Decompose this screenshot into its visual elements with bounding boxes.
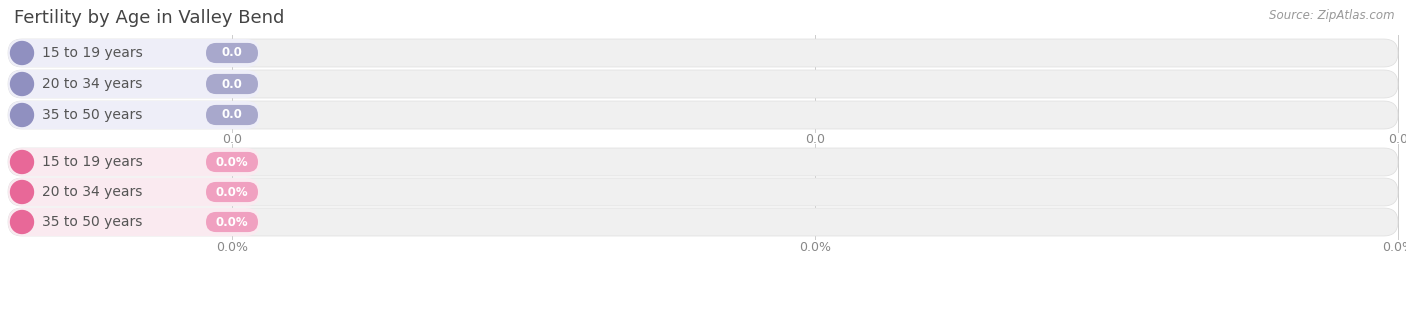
Text: 0.0%: 0.0% <box>1382 241 1406 254</box>
Text: 0.0: 0.0 <box>806 133 825 146</box>
Text: Fertility by Age in Valley Bend: Fertility by Age in Valley Bend <box>14 9 284 27</box>
Text: 35 to 50 years: 35 to 50 years <box>42 215 142 229</box>
FancyBboxPatch shape <box>8 70 260 98</box>
Circle shape <box>10 41 34 65</box>
Circle shape <box>10 104 34 126</box>
FancyBboxPatch shape <box>8 39 1398 67</box>
Text: 15 to 19 years: 15 to 19 years <box>42 46 143 60</box>
Text: 0.0: 0.0 <box>222 109 242 121</box>
Text: Source: ZipAtlas.com: Source: ZipAtlas.com <box>1270 9 1395 22</box>
FancyBboxPatch shape <box>207 182 257 202</box>
Text: 0.0: 0.0 <box>222 77 242 90</box>
FancyBboxPatch shape <box>8 101 260 129</box>
Text: 35 to 50 years: 35 to 50 years <box>42 108 142 122</box>
FancyBboxPatch shape <box>207 152 257 172</box>
FancyBboxPatch shape <box>8 178 1398 206</box>
Text: 0.0%: 0.0% <box>215 156 249 168</box>
Text: 0.0: 0.0 <box>222 46 242 60</box>
FancyBboxPatch shape <box>207 43 257 63</box>
Text: 0.0%: 0.0% <box>215 185 249 199</box>
Circle shape <box>10 180 34 204</box>
FancyBboxPatch shape <box>207 212 257 232</box>
FancyBboxPatch shape <box>8 148 1398 176</box>
Text: 0.0: 0.0 <box>1388 133 1406 146</box>
FancyBboxPatch shape <box>8 101 1398 129</box>
Circle shape <box>10 151 34 173</box>
Text: 0.0%: 0.0% <box>215 215 249 228</box>
FancyBboxPatch shape <box>8 148 260 176</box>
Text: 0.0%: 0.0% <box>799 241 831 254</box>
FancyBboxPatch shape <box>8 178 260 206</box>
FancyBboxPatch shape <box>8 70 1398 98</box>
FancyBboxPatch shape <box>207 74 257 94</box>
Text: 20 to 34 years: 20 to 34 years <box>42 185 142 199</box>
FancyBboxPatch shape <box>8 208 1398 236</box>
Text: 0.0%: 0.0% <box>217 241 247 254</box>
FancyBboxPatch shape <box>207 105 257 125</box>
FancyBboxPatch shape <box>8 39 260 67</box>
FancyBboxPatch shape <box>8 208 260 236</box>
Circle shape <box>10 211 34 233</box>
Text: 20 to 34 years: 20 to 34 years <box>42 77 142 91</box>
Circle shape <box>10 72 34 95</box>
Text: 15 to 19 years: 15 to 19 years <box>42 155 143 169</box>
Text: 0.0: 0.0 <box>222 133 242 146</box>
